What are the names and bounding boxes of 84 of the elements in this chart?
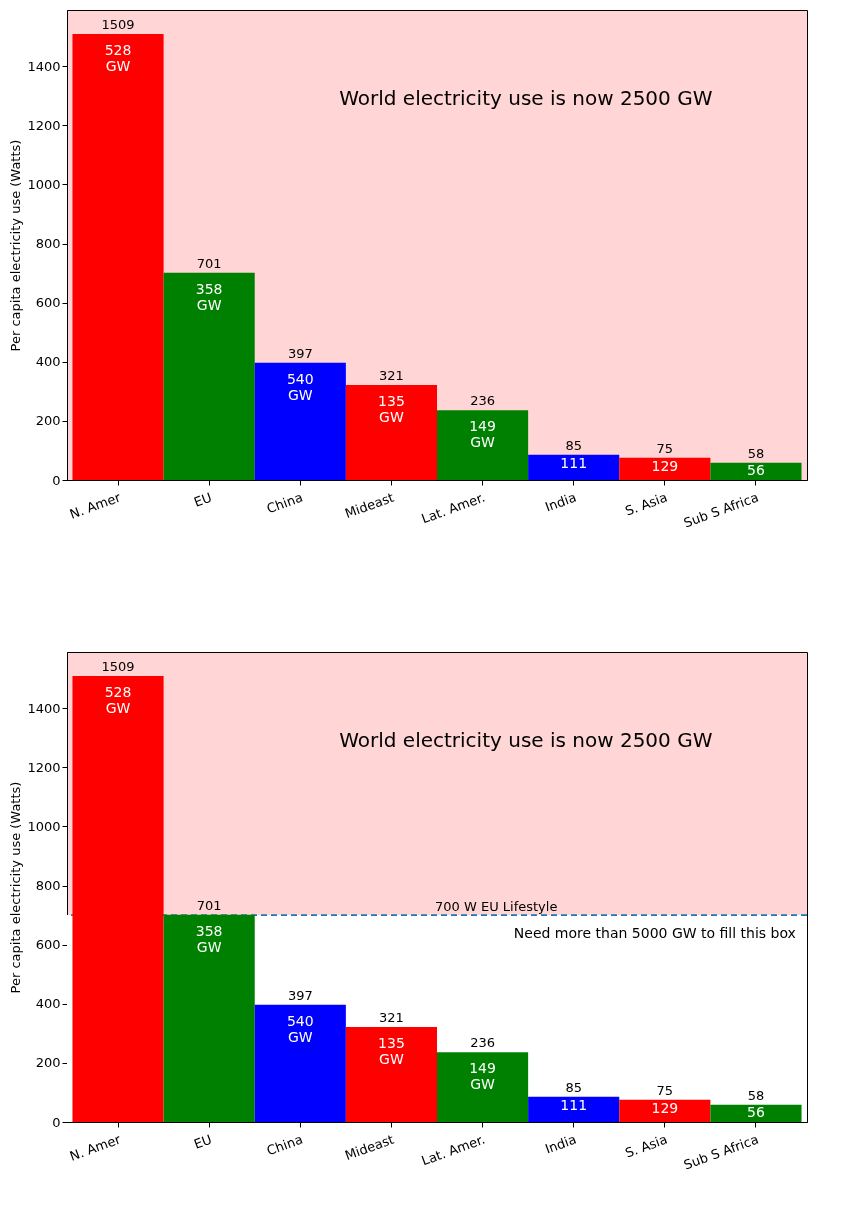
- y-tick-label: 1400: [27, 58, 61, 74]
- bar: [619, 457, 711, 480]
- y-tick-label: 600: [35, 295, 61, 311]
- bar: [254, 362, 346, 480]
- annotation: 540 GW: [286, 1012, 314, 1045]
- data-label: 58: [747, 445, 765, 461]
- y-tick-label: 1200: [27, 117, 61, 133]
- bar: [163, 914, 255, 1122]
- y-axis-title: Per capita electricity use (Watts): [8, 139, 24, 352]
- y-tick-label: 1200: [27, 759, 61, 775]
- annotation: 129: [651, 1099, 679, 1116]
- data-label: 321: [379, 1010, 404, 1026]
- y-tick-label: 400: [35, 996, 61, 1012]
- x-tick-label: China: [264, 489, 305, 517]
- annotation: 56: [747, 1104, 765, 1121]
- data-label: 236: [470, 1035, 495, 1051]
- annotation: 135 GW: [378, 393, 405, 426]
- bar: [710, 462, 802, 480]
- data-label: 85: [565, 437, 582, 453]
- bar: [437, 1052, 529, 1122]
- bar: [528, 1096, 620, 1122]
- data-label: 1509: [101, 658, 135, 674]
- x-tick-label: N. Amer: [67, 1131, 124, 1164]
- annotation: 135 GW: [378, 1035, 405, 1068]
- y-tick-label: 1400: [27, 700, 61, 716]
- bar: [345, 1027, 437, 1122]
- bar: [254, 1004, 346, 1122]
- data-label: 1509: [101, 16, 135, 32]
- data-label: 397: [287, 345, 313, 361]
- y-tick-label: 400: [35, 354, 61, 370]
- annotation: 149 GW: [469, 418, 496, 451]
- bar: [619, 1099, 711, 1122]
- data-label: 85: [565, 1079, 582, 1095]
- x-tick-label: China: [264, 1131, 305, 1159]
- annotation: World electricity use is now 2500 GW: [339, 86, 713, 111]
- annotation: 358 GW: [195, 280, 223, 313]
- annotation: 358 GW: [195, 922, 223, 955]
- annotation: 540 GW: [286, 370, 314, 403]
- annotation: Need more than 5000 GW to fill this box: [513, 925, 796, 941]
- y-tick-label: 800: [35, 236, 61, 252]
- annotation: 528 GW: [104, 41, 132, 74]
- bar: [345, 385, 437, 480]
- data-label: 397: [287, 987, 313, 1003]
- data-label: 701: [196, 255, 222, 271]
- y-axis-title: Per capita electricity use (Watts): [8, 781, 24, 994]
- annotation: 129: [651, 457, 679, 474]
- y-tick-label: 1000: [27, 176, 61, 192]
- bar: [72, 33, 164, 480]
- y-tick-label: 600: [35, 937, 61, 953]
- y-tick-label: 1000: [27, 818, 61, 834]
- data-label: 701: [196, 897, 222, 913]
- annotation: 56: [747, 462, 765, 479]
- bar: [710, 1104, 802, 1122]
- y-tick-label: 200: [35, 413, 61, 429]
- bar: [163, 272, 255, 480]
- x-tick-label: India: [543, 1131, 579, 1157]
- y-tick-label: 0: [52, 472, 61, 488]
- bar: [528, 454, 620, 480]
- data-label: 75: [656, 440, 674, 456]
- x-tick-label: S. Asia: [623, 1131, 670, 1161]
- data-label: 75: [656, 1082, 674, 1098]
- x-tick-label: Sub S Africa: [681, 1131, 761, 1173]
- x-tick-label: India: [543, 489, 579, 515]
- y-tick-label: 200: [35, 1055, 61, 1071]
- data-label: 321: [379, 368, 404, 384]
- annotation: 111: [560, 454, 588, 471]
- bar: [72, 675, 164, 1122]
- annotation: 111: [560, 1096, 588, 1113]
- x-tick-label: Sub S Africa: [681, 489, 761, 531]
- annotation: World electricity use is now 2500 GW: [339, 728, 713, 753]
- x-tick-label: Lat. Amer.: [419, 1131, 488, 1169]
- ref-line-label: 700 W EU Lifestyle: [435, 899, 558, 915]
- data-label: 58: [747, 1087, 765, 1103]
- y-tick-label: 0: [52, 1114, 61, 1130]
- data-label: 236: [470, 393, 495, 409]
- x-tick-label: EU: [191, 1131, 214, 1152]
- x-tick-label: S. Asia: [623, 489, 670, 519]
- annotation: 149 GW: [469, 1060, 496, 1093]
- x-tick-label: EU: [191, 489, 214, 510]
- x-tick-label: Lat. Amer.: [419, 489, 488, 527]
- x-tick-label: N. Amer: [67, 489, 124, 522]
- annotation: 528 GW: [104, 683, 132, 716]
- bar: [437, 410, 529, 480]
- y-tick-label: 800: [35, 878, 61, 894]
